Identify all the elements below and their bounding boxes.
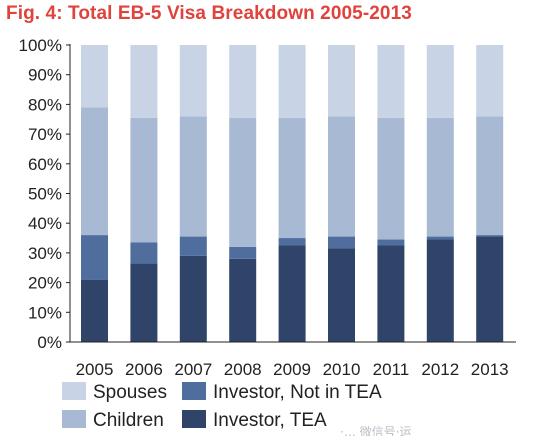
bar-children-2013 (476, 116, 504, 236)
bar-children-2010 (328, 116, 355, 237)
bar-investor-tea-2005 (81, 279, 108, 342)
bar-spouses-2009 (278, 45, 306, 118)
bar-investor-not-in-tea-2010 (328, 236, 355, 249)
bar-children-2005 (81, 107, 108, 236)
x-tick-label: 2009 (273, 360, 311, 379)
legend-swatch-investor-not-in-tea (182, 382, 206, 400)
bar-children-2011 (377, 117, 405, 240)
bar-investor-not-in-tea-2006 (130, 242, 158, 264)
legend-label-children: Children (93, 410, 164, 431)
bar-children-2006 (130, 117, 158, 243)
y-tick-label: 50% (28, 185, 62, 204)
y-tick-label: 20% (28, 274, 62, 293)
bar-children-2007 (179, 116, 207, 237)
bar-children-2012 (426, 117, 454, 237)
bar-investor-not-in-tea-2011 (377, 239, 405, 246)
bar-investor-not-in-tea-2005 (81, 235, 108, 280)
y-tick-label: 100% (19, 36, 62, 55)
y-tick-label: 10% (28, 303, 62, 322)
y-tick-label: 70% (28, 125, 62, 144)
bar-spouses-2012 (426, 45, 454, 118)
bar-spouses-2007 (179, 45, 207, 117)
legend-label-investor-tea: Investor, TEA (213, 410, 327, 431)
bar-spouses-2011 (377, 45, 405, 118)
bar-investor-tea-2006 (130, 263, 158, 342)
legend-label-investor-not-in-tea: Investor, Not in TEA (213, 382, 382, 403)
bar-investor-tea-2013 (476, 236, 504, 342)
x-tick-label: 2005 (76, 360, 114, 379)
x-tick-labels: 2005 2006 2007 2008 2009 2010 2011 2012 2013 (76, 360, 509, 379)
legend-label-spouses: Spouses (93, 382, 167, 403)
bar-investor-tea-2009 (278, 245, 306, 342)
y-tick-labels: 0% 10% 20% 30% 40% 50% 60% 70% 80% 90% 100% (19, 36, 70, 352)
bar-children-2008 (229, 117, 257, 247)
bar-investor-not-in-tea-2009 (278, 238, 306, 246)
bar-spouses-2008 (229, 45, 257, 118)
y-tick-label: 0% (37, 333, 62, 352)
bar-investor-not-in-tea-2007 (179, 236, 207, 256)
bar-investor-not-in-tea-2012 (426, 236, 454, 240)
bar-investor-tea-2007 (179, 255, 207, 342)
chart-title: Fig. 4: Total EB-5 Visa Breakdown 2005-2… (6, 3, 412, 24)
bar-investor-not-in-tea-2013 (476, 235, 504, 237)
bar-spouses-2005 (81, 45, 108, 108)
legend: Spouses Investor, Not in TEA Children Inves… (62, 382, 382, 431)
x-tick-label: 2008 (224, 360, 262, 379)
bar-spouses-2013 (476, 45, 504, 117)
bars-layer (81, 45, 504, 342)
bar-investor-tea-2010 (328, 248, 355, 342)
bar-investor-tea-2008 (229, 258, 257, 342)
x-tick-label: 2006 (125, 360, 163, 379)
bar-children-2009 (278, 117, 306, 239)
x-tick-label: 2013 (471, 360, 509, 379)
legend-swatch-children (62, 410, 86, 428)
y-tick-label: 40% (28, 214, 62, 233)
x-tick-label: 2007 (174, 360, 212, 379)
bar-investor-not-in-tea-2008 (229, 246, 257, 259)
y-tick-label: 30% (28, 244, 62, 263)
watermark-text: ·… 微信号·运 (340, 425, 411, 436)
y-tick-label: 90% (28, 66, 62, 85)
bar-investor-tea-2012 (426, 239, 454, 342)
bar-investor-tea-2011 (377, 245, 405, 342)
bar-spouses-2010 (328, 45, 355, 117)
x-tick-label: 2012 (421, 360, 459, 379)
y-tick-label: 80% (28, 95, 62, 114)
y-tick-label: 60% (28, 155, 62, 174)
bar-spouses-2006 (130, 45, 158, 118)
x-tick-label: 2010 (323, 360, 361, 379)
legend-swatch-spouses (62, 382, 86, 400)
legend-swatch-investor-tea (182, 410, 206, 428)
x-tick-label: 2011 (373, 360, 410, 379)
